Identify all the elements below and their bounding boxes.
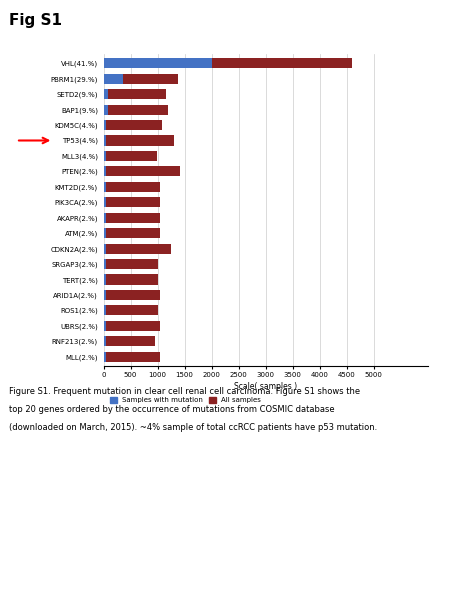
Bar [104, 244, 106, 254]
Bar [104, 290, 106, 300]
Bar [104, 228, 106, 238]
Bar [104, 120, 162, 130]
Text: Figure S1. Frequent mutation in clear cell renal cell carcinoma. Figure S1 shows: Figure S1. Frequent mutation in clear ce… [9, 387, 360, 396]
Bar [104, 89, 108, 99]
Bar [104, 151, 106, 161]
Bar [104, 352, 106, 362]
Text: top 20 genes ordered by the occurrence of mutations from COSMIC database: top 20 genes ordered by the occurrence o… [9, 405, 335, 414]
Bar [104, 213, 160, 223]
Bar [104, 74, 178, 84]
Text: Fig S1: Fig S1 [9, 13, 62, 28]
Bar [104, 151, 157, 161]
Bar [104, 352, 160, 362]
Bar [104, 197, 160, 207]
Legend: Samples with mutation, All samples: Samples with mutation, All samples [107, 395, 264, 406]
X-axis label: Scale( samples ): Scale( samples ) [234, 382, 297, 391]
Bar [104, 74, 123, 84]
Bar [104, 182, 106, 192]
Bar [104, 274, 106, 284]
Bar [104, 228, 160, 238]
Bar [104, 305, 158, 316]
Bar [104, 166, 180, 176]
Bar [104, 136, 106, 146]
Bar [104, 321, 160, 331]
Bar [104, 197, 106, 207]
Bar [104, 321, 106, 331]
Bar [104, 136, 174, 146]
Bar [104, 104, 108, 115]
Bar [104, 104, 168, 115]
Bar [104, 58, 352, 68]
Bar [104, 89, 166, 99]
Text: (downloaded on March, 2015). ~4% sample of total ccRCC patients have p53 mutatio: (downloaded on March, 2015). ~4% sample … [9, 423, 377, 432]
Bar [104, 274, 158, 284]
Bar [104, 336, 155, 346]
Bar [104, 290, 160, 300]
Bar [104, 58, 212, 68]
Bar [104, 182, 160, 192]
Bar [104, 259, 158, 269]
Bar [104, 259, 106, 269]
Bar [104, 166, 106, 176]
Bar [104, 213, 106, 223]
Bar [104, 305, 106, 316]
Bar [104, 336, 106, 346]
Bar [104, 120, 106, 130]
Bar [104, 244, 171, 254]
